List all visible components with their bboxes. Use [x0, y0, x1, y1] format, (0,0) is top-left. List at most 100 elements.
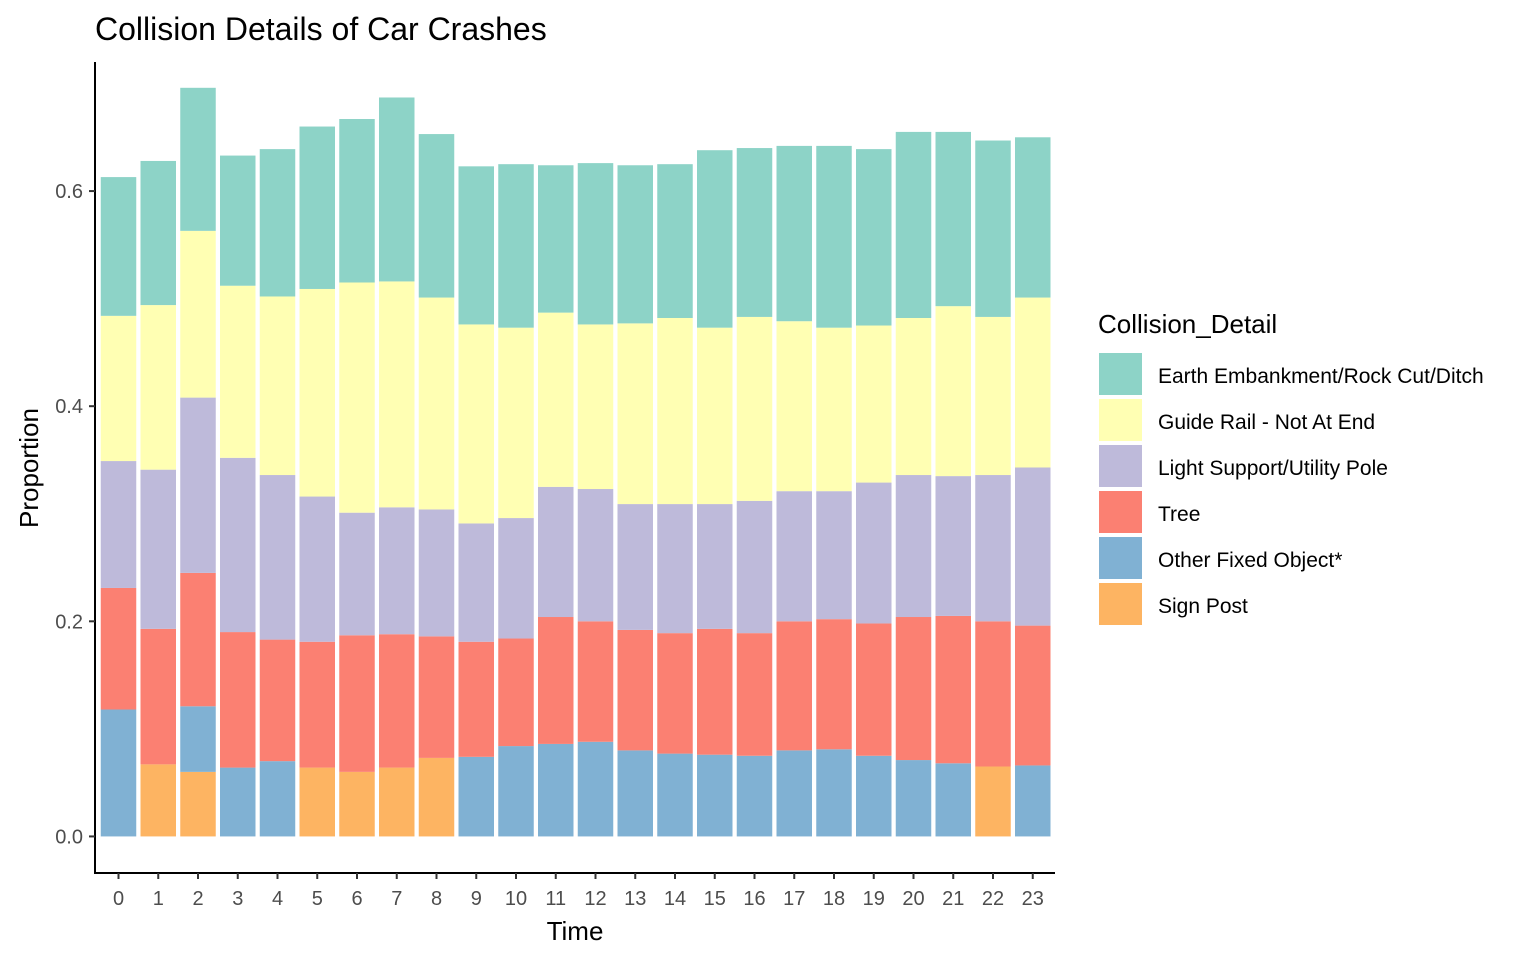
bar-segment-light-support-utility-pole-time-6 — [339, 512, 375, 636]
legend-label-light-support-utility-pole: Light Support/Utility Pole — [1158, 457, 1388, 480]
bar-segment-tree-time-11 — [538, 617, 574, 744]
x-tick-label: 11 — [545, 888, 566, 910]
bar-segment-tree-time-19 — [856, 623, 892, 756]
bar-segment-sign-post-time-7 — [379, 767, 415, 837]
bar-segment-tree-time-14 — [657, 633, 693, 754]
bar-segment-other-fixed-object-time-2 — [180, 706, 216, 772]
bar-segment-light-support-utility-pole-time-10 — [498, 518, 534, 639]
bar-segment-guide-rail-not-at-end-time-18 — [816, 327, 852, 492]
bar-segment-tree-time-0 — [100, 587, 137, 710]
x-tick-label: 10 — [505, 888, 527, 910]
x-tick-label: 2 — [192, 888, 203, 910]
bar-segment-light-support-utility-pole-time-21 — [935, 476, 971, 616]
bar-segment-light-support-utility-pole-time-9 — [458, 523, 494, 642]
bar-segment-earth-embankment-rock-cut-ditch-time-0 — [100, 177, 137, 316]
bar-segment-earth-embankment-rock-cut-ditch-time-3 — [220, 155, 256, 286]
bar-segment-sign-post-time-22 — [975, 766, 1011, 837]
bar-segment-guide-rail-not-at-end-time-7 — [379, 281, 415, 508]
bar-segment-guide-rail-not-at-end-time-9 — [458, 324, 494, 524]
bar-segment-tree-time-3 — [220, 632, 256, 768]
bar-segment-earth-embankment-rock-cut-ditch-time-20 — [895, 131, 932, 318]
bar-segment-other-fixed-object-time-17 — [776, 750, 812, 837]
x-tick-label: 19 — [863, 888, 885, 910]
bar-segment-earth-embankment-rock-cut-ditch-time-19 — [856, 149, 892, 326]
bar-segment-earth-embankment-rock-cut-ditch-time-6 — [339, 119, 375, 283]
bar-segment-light-support-utility-pole-time-1 — [140, 469, 176, 629]
bar-segment-earth-embankment-rock-cut-ditch-time-22 — [975, 140, 1011, 317]
bar-segment-tree-time-20 — [895, 617, 932, 761]
bar-segment-tree-time-17 — [776, 621, 812, 751]
bar-segment-guide-rail-not-at-end-time-2 — [180, 230, 216, 398]
x-tick-label: 3 — [232, 888, 243, 910]
bar-segment-guide-rail-not-at-end-time-17 — [776, 321, 812, 492]
bar-segment-other-fixed-object-time-11 — [538, 743, 574, 837]
bar-segment-guide-rail-not-at-end-time-23 — [1015, 297, 1051, 468]
bar-segment-light-support-utility-pole-time-18 — [816, 491, 852, 620]
bars-group — [100, 87, 1051, 837]
x-tick-label: 23 — [1022, 888, 1044, 910]
bar-segment-other-fixed-object-time-19 — [856, 755, 892, 837]
bar-segment-guide-rail-not-at-end-time-16 — [736, 316, 773, 501]
bar-segment-light-support-utility-pole-time-17 — [776, 491, 812, 622]
x-axis-title: Time — [547, 916, 604, 946]
legend-label-other-fixed-object: Other Fixed Object* — [1158, 549, 1342, 572]
bar-segment-other-fixed-object-time-23 — [1015, 765, 1051, 837]
x-tick-label: 21 — [942, 888, 964, 910]
bar-segment-earth-embankment-rock-cut-ditch-time-23 — [1015, 137, 1051, 298]
legend-swatch-sign-post — [1099, 583, 1142, 625]
bar-segment-earth-embankment-rock-cut-ditch-time-13 — [617, 165, 653, 324]
x-tick-label: 20 — [902, 888, 924, 910]
bar-segment-tree-time-5 — [299, 641, 335, 768]
bar-segment-earth-embankment-rock-cut-ditch-time-9 — [458, 166, 494, 325]
bar-segment-guide-rail-not-at-end-time-10 — [498, 327, 534, 519]
x-tick-label: 13 — [624, 888, 646, 910]
bar-segment-tree-time-10 — [498, 638, 534, 747]
bar-segment-light-support-utility-pole-time-0 — [100, 461, 137, 588]
bar-segment-light-support-utility-pole-time-16 — [736, 500, 773, 634]
bar-segment-other-fixed-object-time-12 — [577, 741, 614, 837]
bar-segment-earth-embankment-rock-cut-ditch-time-17 — [776, 145, 812, 322]
bar-segment-tree-time-16 — [736, 633, 773, 756]
bar-segment-guide-rail-not-at-end-time-15 — [697, 327, 733, 505]
legend-title: Collision_Detail — [1098, 309, 1277, 339]
bar-segment-earth-embankment-rock-cut-ditch-time-12 — [577, 163, 614, 325]
bar-segment-tree-time-7 — [379, 634, 415, 768]
x-tick-label: 18 — [823, 888, 845, 910]
legend-label-guide-rail-not-at-end: Guide Rail - Not At End — [1158, 411, 1375, 434]
bar-segment-tree-time-6 — [339, 635, 375, 772]
bar-segment-tree-time-21 — [935, 615, 971, 764]
bar-segment-tree-time-8 — [418, 636, 455, 758]
bar-segment-light-support-utility-pole-time-20 — [895, 475, 932, 618]
bar-segment-earth-embankment-rock-cut-ditch-time-8 — [418, 134, 455, 298]
legend-swatch-light-support-utility-pole — [1099, 445, 1142, 487]
bar-segment-light-support-utility-pole-time-19 — [856, 482, 892, 624]
x-tick-label: 6 — [351, 888, 362, 910]
bar-segment-guide-rail-not-at-end-time-4 — [259, 296, 296, 476]
bar-segment-other-fixed-object-time-14 — [657, 753, 693, 837]
bar-segment-other-fixed-object-time-20 — [895, 760, 932, 837]
bar-segment-light-support-utility-pole-time-11 — [538, 486, 574, 618]
x-axis-ticks: 0 1 2 3 4 5 6 7 8 9 10 11 12 13 14 15 16 17 18 19 20 21 22 23 — [113, 873, 1044, 910]
bar-segment-earth-embankment-rock-cut-ditch-time-7 — [379, 97, 415, 282]
x-tick-label: 15 — [704, 888, 726, 910]
bar-segment-other-fixed-object-time-13 — [617, 750, 653, 837]
bar-segment-guide-rail-not-at-end-time-19 — [856, 325, 892, 483]
x-tick-label: 22 — [982, 888, 1004, 910]
legend-label-earth-embankment-rock-cut-ditch: Earth Embankment/Rock Cut/Ditch — [1158, 365, 1484, 388]
x-tick-label: 0 — [113, 888, 124, 910]
x-tick-label: 1 — [153, 888, 164, 910]
bar-segment-other-fixed-object-time-15 — [697, 754, 733, 837]
bar-segment-guide-rail-not-at-end-time-6 — [339, 282, 375, 513]
x-tick-label: 9 — [471, 888, 482, 910]
x-tick-label: 4 — [272, 888, 283, 910]
bar-segment-earth-embankment-rock-cut-ditch-time-2 — [180, 87, 216, 231]
legend-swatch-guide-rail-not-at-end — [1099, 399, 1142, 441]
bar-segment-earth-embankment-rock-cut-ditch-time-11 — [538, 165, 574, 313]
bar-segment-earth-embankment-rock-cut-ditch-time-1 — [140, 160, 176, 306]
bar-segment-light-support-utility-pole-time-22 — [975, 475, 1011, 622]
bar-segment-guide-rail-not-at-end-time-12 — [577, 324, 614, 490]
bar-segment-other-fixed-object-time-18 — [816, 749, 852, 837]
bar-segment-guide-rail-not-at-end-time-3 — [220, 285, 256, 458]
bar-segment-sign-post-time-6 — [339, 771, 375, 837]
